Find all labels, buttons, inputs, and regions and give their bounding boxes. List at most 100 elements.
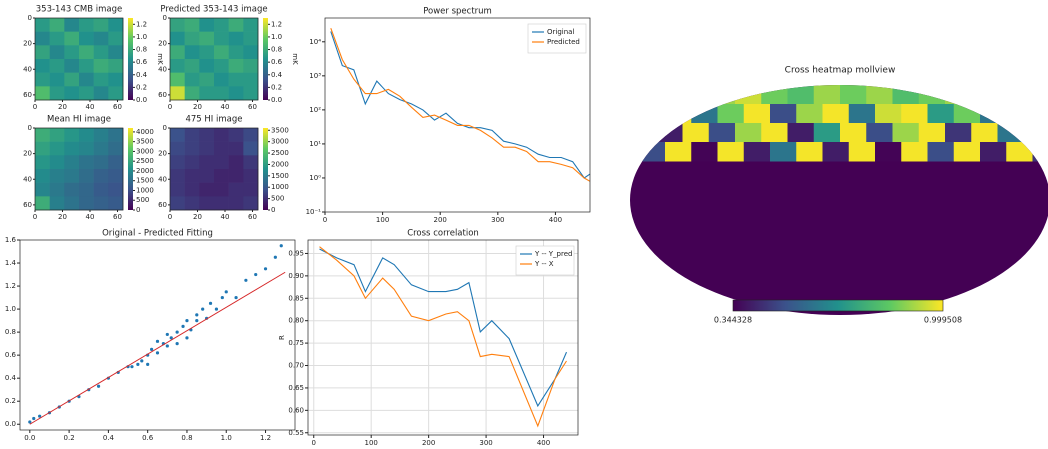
y-tick-label: 10³ <box>309 72 321 80</box>
colorbar-tick-label: 1.0 <box>136 33 147 41</box>
sky-cell <box>665 142 692 162</box>
colorbar-tick-label: 1000 <box>271 183 289 191</box>
scatter-point <box>185 319 188 322</box>
heatmap-cell <box>229 45 244 59</box>
colorbar-tick-label: 1500 <box>136 177 154 185</box>
x-tick-label: 0.2 <box>64 434 75 442</box>
heatmap-cell <box>64 196 79 210</box>
heatmap-cell <box>185 169 200 183</box>
x-tick-label: 0 <box>33 103 37 111</box>
heatmap-cell <box>64 45 79 59</box>
heatmap-cell <box>170 73 185 87</box>
sky-cell <box>980 142 1007 162</box>
y-tick-label: 0.8 <box>5 328 16 336</box>
scatter-point <box>185 336 188 339</box>
heatmap-cell <box>79 32 94 46</box>
heatmap-cell <box>199 183 214 197</box>
sky-cell <box>656 123 683 143</box>
x-tick-label: 0.0 <box>24 434 35 442</box>
heatmap-cell <box>170 32 185 46</box>
chart-title: Predicted 353-143 image <box>160 5 267 15</box>
x-tick-label: 300 <box>479 439 492 447</box>
sky-cell <box>788 123 815 143</box>
y-tick-label: 0.4 <box>5 374 17 382</box>
heatmap-cell <box>79 59 94 73</box>
heatmap-cell <box>35 73 50 87</box>
x-tick-label: 20 <box>193 103 202 111</box>
sky-cell <box>683 85 710 105</box>
heatmap-cell <box>170 196 185 210</box>
colorbar-tick-label: 2000 <box>136 167 154 175</box>
heatmap-cell <box>64 18 79 32</box>
y-tick-label: 10⁻¹ <box>306 208 322 216</box>
heatmap-cell <box>108 86 123 100</box>
colorbar-tick-label: 500 <box>271 195 284 203</box>
sky-cell <box>665 104 692 124</box>
sky-cell <box>718 104 745 124</box>
heatmap-cell <box>108 142 123 156</box>
y-tick-label: 0.65 <box>288 384 304 392</box>
sky-cells <box>630 85 1048 162</box>
heatmap-cell <box>199 196 214 210</box>
scatter-point <box>181 325 184 328</box>
y-tick-label: 40 <box>158 175 167 183</box>
heatmap-cell <box>199 155 214 169</box>
heatmap-cell <box>108 18 123 32</box>
colorbar-tick-label: 0.0 <box>136 96 147 104</box>
scatter-point <box>195 319 198 322</box>
y-tick-label: 60 <box>23 91 32 99</box>
heatmap-cell <box>185 128 200 142</box>
x-tick-label: 100 <box>376 216 389 224</box>
sky-cell <box>998 123 1025 143</box>
x-tick-label: 100 <box>365 439 378 447</box>
sky-cell <box>893 85 920 105</box>
heatmap-cell <box>94 155 109 169</box>
heatmap-cell <box>79 73 94 87</box>
x-tick-label: 0.8 <box>181 434 192 442</box>
sky-cell <box>971 123 998 143</box>
sky-cell <box>656 85 683 105</box>
y-tick-label: 0.90 <box>288 272 304 280</box>
x-tick-label: 60 <box>113 103 122 111</box>
heatmap-cell <box>243 169 258 183</box>
colorbar-tick-label: 0.2 <box>136 83 147 91</box>
heatmap-cell <box>229 196 244 210</box>
heatmap-cell <box>108 169 123 183</box>
heatmap-cell <box>229 169 244 183</box>
sky-cell <box>954 104 981 124</box>
sky-cell <box>1033 142 1048 162</box>
heatmap-cell <box>50 86 65 100</box>
colorbar-tick-label: 3500 <box>136 138 154 146</box>
x-tick-label: 40 <box>86 103 95 111</box>
y-tick-label: 60 <box>158 91 167 99</box>
heatmap-cell <box>229 183 244 197</box>
series-line <box>331 32 590 179</box>
colorbar-label: mK <box>156 53 164 65</box>
x-tick-label: 40 <box>221 103 230 111</box>
heatmap-cell <box>50 142 65 156</box>
heatmap-cell <box>79 45 94 59</box>
scatter-point <box>264 267 267 270</box>
y-tick-label: 0 <box>163 124 167 132</box>
heatmap-cell <box>35 155 50 169</box>
heatmap-cell <box>185 183 200 197</box>
sky-cell <box>1033 104 1048 124</box>
y-tick-label: 0.2 <box>5 397 16 405</box>
colorbar-tick-label: 1.2 <box>271 20 282 28</box>
legend-label: Predicted <box>547 38 580 46</box>
legend-label: Y -- Y_pred <box>534 250 572 258</box>
y-tick-label: 0.6 <box>5 351 17 359</box>
heatmap-cell <box>35 45 50 59</box>
scatter-point <box>234 296 237 299</box>
colorbar-tick-label: 3000 <box>136 147 154 155</box>
heatmap-cell <box>214 183 229 197</box>
heatmap-cell <box>199 169 214 183</box>
legend-label: Original <box>547 28 574 36</box>
y-tick-label: 0.0 <box>5 420 16 428</box>
heatmap-cell <box>108 196 123 210</box>
colorbar-max-label: 0.999508 <box>924 316 962 325</box>
sky-cell <box>814 123 841 143</box>
heatmap-cell <box>185 59 200 73</box>
sky-cell <box>639 142 666 162</box>
scatter-point <box>166 333 169 336</box>
